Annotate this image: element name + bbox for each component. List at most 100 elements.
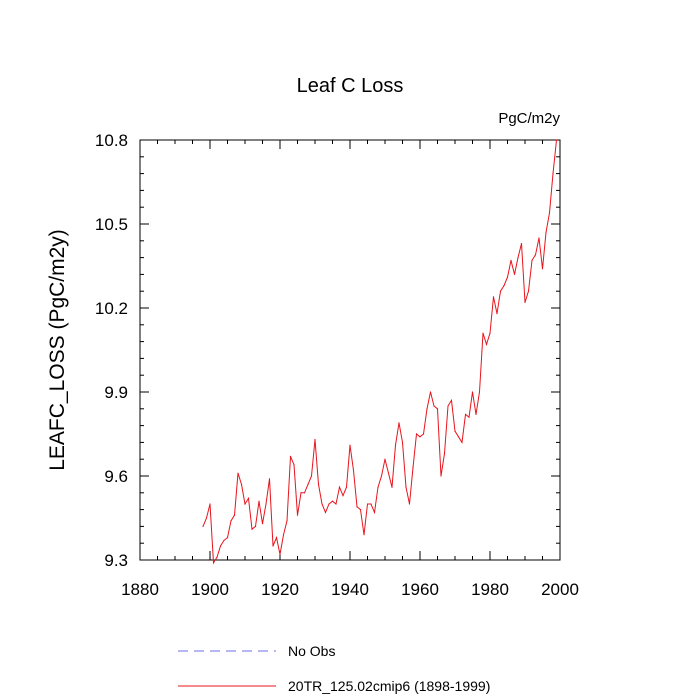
data-point: [520, 243, 523, 245]
data-point: [517, 257, 519, 259]
data-point: [303, 492, 306, 494]
data-point: [545, 231, 547, 233]
data-point: [209, 503, 211, 505]
data-point: [387, 472, 390, 474]
data-point: [251, 528, 253, 530]
data-point: [531, 259, 533, 261]
data-point: [331, 500, 334, 502]
data-point: [321, 503, 323, 505]
x-tick-label: 1980: [471, 580, 509, 599]
data-point: [457, 436, 460, 438]
plot-frame: [139, 139, 561, 561]
data-point: [261, 523, 264, 525]
data-point: [328, 503, 330, 505]
data-point: [492, 296, 495, 298]
data-point: [254, 525, 257, 528]
data-point: [272, 545, 274, 547]
data-point: [335, 503, 337, 505]
data-point: [205, 517, 208, 519]
data-point: [265, 503, 267, 505]
data-point: [398, 422, 400, 424]
data-point: [226, 537, 229, 539]
data-point: [443, 453, 446, 455]
data-point: [363, 534, 365, 536]
data-point: [510, 259, 512, 261]
data-point: [405, 486, 407, 488]
data-point: [471, 391, 474, 393]
data-point: [436, 408, 439, 410]
data-point: [415, 433, 418, 435]
data-point: [366, 503, 369, 505]
y-tick-label: 9.3: [104, 551, 128, 570]
data-point: [461, 441, 463, 443]
x-tick-label: 1880: [121, 580, 159, 599]
x-tick-label: 1940: [331, 580, 369, 599]
data-point: [464, 413, 467, 415]
data-point: [373, 511, 376, 513]
data-point: [513, 273, 516, 275]
data-point: [440, 475, 442, 477]
data-point: [496, 313, 498, 315]
units-label: PgC/m2y: [498, 110, 560, 127]
data-point: [503, 285, 505, 287]
data-point: [447, 405, 449, 407]
data-point: [268, 478, 271, 480]
data-point: [506, 276, 509, 278]
data-point: [212, 562, 215, 564]
series-line: [202, 139, 557, 565]
x-tick-label: 1900: [191, 580, 229, 599]
data-point: [349, 444, 351, 446]
legend: No Obs 20TR_125.02cmip6 (1898-1999): [178, 643, 490, 694]
data-point: [412, 467, 414, 469]
data-point: [548, 212, 551, 214]
data-point: [223, 539, 225, 542]
data-point: [275, 537, 278, 539]
data-point: [300, 492, 302, 494]
y-tick-label: 10.8: [95, 131, 128, 150]
data-point: [247, 497, 250, 499]
axis-ticks: 1880 1900 1920 1940 1960 1980 2000 9.3 9.6 9.9 10.…: [95, 131, 579, 599]
data-point: [394, 444, 397, 446]
x-tick-label: 1960: [401, 580, 439, 599]
data-point: [219, 545, 222, 547]
data-point: [317, 483, 320, 485]
data-point: [426, 408, 428, 410]
data-point: [289, 455, 292, 457]
data-point: [342, 495, 344, 497]
data-point: [307, 483, 309, 485]
y-tick-label: 10.5: [95, 215, 128, 234]
data-point: [391, 486, 393, 488]
chart-title: Leaf C Loss: [297, 75, 404, 97]
data-point: [482, 332, 484, 334]
data-point: [408, 503, 411, 505]
data-point: [419, 436, 421, 438]
data-point: [286, 520, 288, 522]
data-point: [433, 405, 435, 407]
series-group: [202, 139, 558, 565]
data-point: [454, 430, 456, 432]
data-point: [534, 254, 537, 256]
y-tick-label: 9.9: [104, 383, 128, 402]
data-point: [538, 237, 540, 239]
data-point: [240, 483, 243, 485]
data-point: [450, 399, 453, 401]
data-point: [356, 506, 358, 508]
data-point: [233, 514, 236, 516]
data-point: [345, 486, 348, 488]
data-point: [352, 469, 355, 471]
x-tick-label: 1920: [261, 580, 299, 599]
y-axis-label: LEAFC_LOSS (PgC/m2y): [46, 229, 69, 471]
data-point: [324, 511, 327, 513]
data-point: [370, 503, 372, 505]
data-point: [468, 416, 470, 418]
data-point: [422, 433, 425, 435]
data-point: [258, 500, 260, 502]
data-point: [338, 486, 341, 488]
data-point: [314, 439, 316, 441]
y-tick-label: 10.2: [95, 299, 128, 318]
data-point: [524, 301, 526, 303]
data-point: [541, 268, 544, 270]
data-point: [401, 441, 404, 443]
data-point: [310, 475, 313, 477]
data-point: [216, 556, 218, 558]
